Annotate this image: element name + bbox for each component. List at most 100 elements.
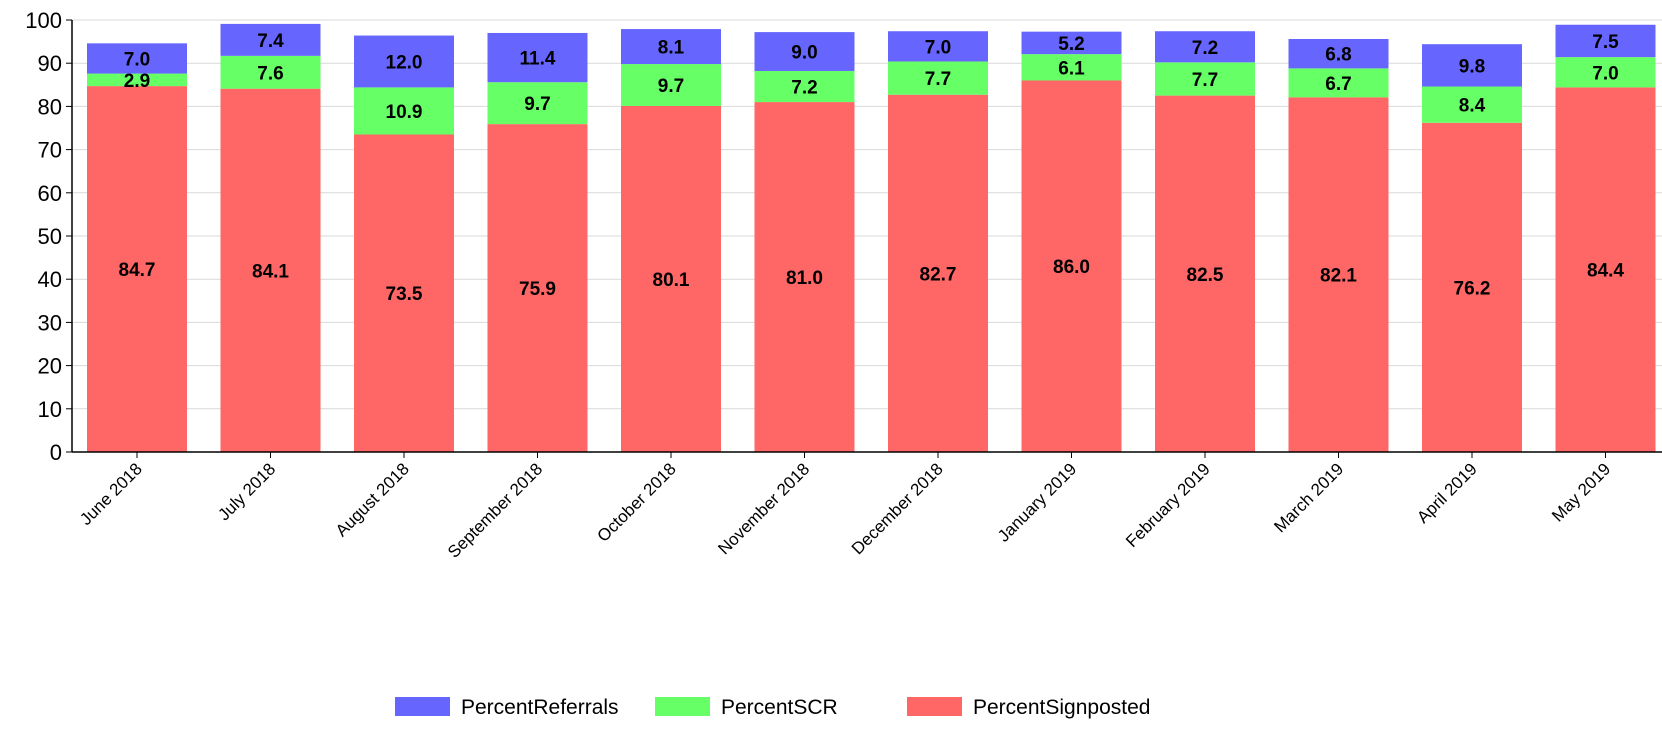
data-labels: 84.72.97.084.17.67.473.510.912.075.99.71… (119, 31, 1625, 305)
x-tick-label: August 2018 (332, 459, 413, 540)
data-label: 9.7 (524, 94, 550, 115)
data-label: 9.0 (791, 43, 817, 64)
legend-swatch (907, 697, 962, 716)
x-tick-label: May 2019 (1548, 459, 1614, 525)
data-label: 6.1 (1058, 58, 1085, 79)
y-tick-label: 50 (38, 224, 62, 249)
data-label: 5.2 (1058, 34, 1084, 55)
x-tick-label: November 2018 (714, 459, 813, 558)
y-tick-label: 40 (38, 267, 62, 292)
data-label: 10.9 (386, 102, 423, 123)
data-label: 76.2 (1454, 278, 1491, 299)
data-label: 7.4 (257, 31, 284, 52)
bars (87, 23, 1656, 453)
data-label: 7.5 (1592, 32, 1619, 53)
x-tick-label: January 2019 (994, 459, 1080, 545)
bar-percentreferrals (220, 23, 321, 56)
legend: PercentReferrals PercentSCR PercentSignpos… (395, 696, 1150, 719)
bar-percentsignposted (220, 88, 321, 453)
data-label: 82.1 (1320, 266, 1357, 287)
data-label: 8.4 (1459, 96, 1486, 117)
x-tick-label: April 2019 (1413, 459, 1481, 527)
bar-percentscr (354, 87, 454, 135)
bar-percentsignposted (1155, 95, 1255, 452)
data-label: 75.9 (519, 279, 556, 300)
legend-label: PercentSignposted (973, 696, 1150, 719)
y-tick-label: 90 (38, 51, 62, 76)
data-label: 84.4 (1587, 261, 1624, 282)
bar-percentsignposted (487, 124, 588, 452)
bar-percentscr (621, 64, 721, 106)
bar-percentsignposted (888, 94, 988, 453)
data-label: 73.5 (386, 284, 423, 305)
bar-percentreferrals (1288, 39, 1389, 69)
bar-percentscr (1288, 68, 1389, 98)
legend-swatch (395, 697, 450, 716)
bar-percentscr (1021, 54, 1122, 81)
y-tick-label: 70 (38, 138, 62, 163)
data-label: 9.8 (1459, 56, 1485, 77)
data-label: 84.1 (252, 261, 289, 282)
data-label: 80.1 (653, 270, 690, 291)
bar-percentsignposted (621, 105, 721, 452)
bar-percentscr (888, 61, 988, 95)
bar-percentreferrals (1021, 31, 1122, 55)
data-label: 7.7 (1192, 70, 1218, 91)
data-label: 81.0 (786, 268, 823, 289)
x-tick-label: March 2019 (1270, 459, 1347, 536)
bar-percentsignposted (1555, 87, 1656, 452)
y-tick-label: 20 (38, 354, 62, 379)
bar-percentreferrals (1555, 24, 1656, 58)
bar-percentscr (1555, 57, 1656, 88)
data-label: 7.0 (925, 37, 951, 58)
bar-percentreferrals (87, 43, 187, 74)
x-tick-label: February 2019 (1122, 459, 1214, 551)
data-label: 7.2 (791, 78, 817, 99)
data-label: 6.8 (1325, 45, 1351, 66)
data-label: 7.0 (1592, 63, 1618, 84)
data-label: 6.7 (1325, 74, 1351, 95)
data-label: 11.4 (520, 49, 556, 70)
x-tick-label: July 2018 (214, 459, 279, 524)
data-label: 7.2 (1192, 38, 1218, 59)
data-label: 7.6 (257, 63, 283, 84)
data-label: 2.9 (124, 71, 150, 92)
data-label: 7.7 (925, 69, 951, 90)
bar-percentscr (487, 82, 588, 125)
data-label: 82.5 (1187, 265, 1224, 286)
y-tick-label: 80 (38, 94, 62, 119)
bar-percentscr (1422, 86, 1522, 123)
data-label: 86.0 (1053, 257, 1090, 278)
data-label: 84.7 (119, 260, 156, 281)
x-tick-label: June 2018 (76, 459, 146, 529)
data-label: 8.1 (658, 38, 685, 59)
grid-lines (72, 19, 1662, 410)
bar-percentsignposted (354, 134, 454, 453)
data-label: 7.0 (124, 49, 150, 70)
bar-percentscr (87, 73, 187, 87)
y-tick-label: 30 (38, 310, 62, 335)
data-label: 9.7 (658, 76, 684, 97)
legend-swatch (655, 697, 710, 716)
data-label: 12.0 (386, 52, 423, 73)
bar-percentreferrals (354, 35, 454, 88)
bar-percentscr (220, 55, 321, 89)
bar-percentreferrals (487, 32, 588, 83)
bar-percentreferrals (621, 29, 721, 65)
bar-percentreferrals (1155, 31, 1255, 63)
bar-percentreferrals (754, 32, 855, 71)
y-tick-label: 10 (38, 397, 62, 422)
y-tick-label: 60 (38, 181, 62, 206)
bar-percentsignposted (1422, 122, 1522, 452)
x-tick-label: September 2018 (444, 459, 546, 561)
data-label: 82.7 (920, 264, 957, 285)
y-tick-label: 0 (50, 440, 62, 465)
bar-percentscr (754, 70, 855, 103)
x-tick-label: December 2018 (848, 459, 947, 558)
bar-percentreferrals (1422, 44, 1522, 87)
bar-percentsignposted (1021, 80, 1122, 452)
legend-label: PercentReferrals (461, 696, 619, 719)
bar-percentsignposted (1288, 97, 1389, 452)
legend-label: PercentSCR (721, 696, 838, 719)
